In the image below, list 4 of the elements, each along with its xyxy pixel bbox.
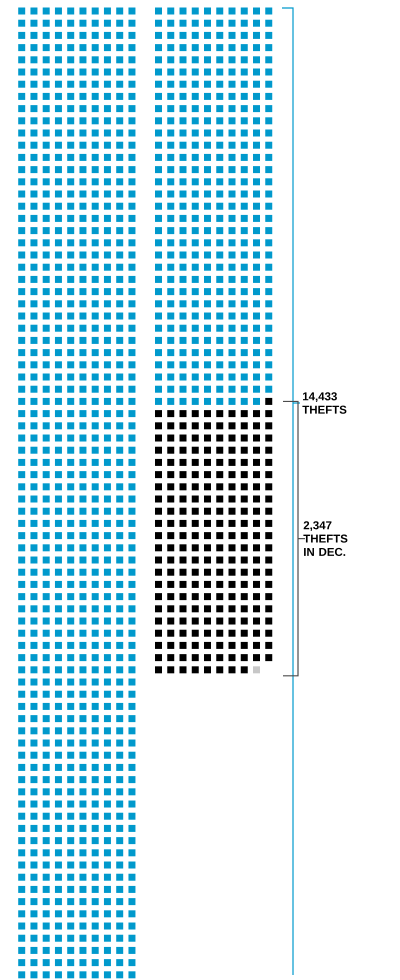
- data-label: 14,433: [303, 392, 337, 402]
- data-label: 2,347: [304, 521, 332, 531]
- category-label: THEFTS: [302, 406, 346, 414]
- category-label: THEFTS IN DEC.: [303, 534, 348, 556]
